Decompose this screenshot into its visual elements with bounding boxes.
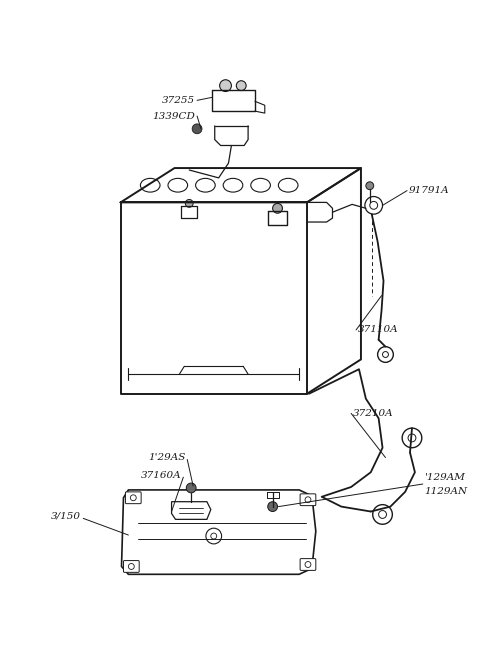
Text: 91791A: 91791A bbox=[409, 186, 450, 195]
Text: 37110A: 37110A bbox=[358, 325, 398, 334]
Circle shape bbox=[366, 182, 374, 190]
FancyBboxPatch shape bbox=[300, 494, 316, 506]
Text: 1'29AS: 1'29AS bbox=[148, 453, 185, 462]
FancyBboxPatch shape bbox=[125, 492, 141, 504]
Circle shape bbox=[273, 204, 282, 214]
Text: 1339CD: 1339CD bbox=[152, 112, 195, 120]
Text: 37160A: 37160A bbox=[141, 470, 181, 480]
Circle shape bbox=[236, 81, 246, 91]
FancyBboxPatch shape bbox=[300, 558, 316, 570]
FancyBboxPatch shape bbox=[123, 560, 139, 572]
Text: 37210A: 37210A bbox=[353, 409, 394, 418]
Circle shape bbox=[185, 200, 193, 208]
Circle shape bbox=[192, 124, 202, 134]
Text: 1129AN: 1129AN bbox=[425, 487, 468, 497]
Text: 3/150: 3/150 bbox=[51, 512, 81, 521]
Circle shape bbox=[220, 79, 231, 91]
Text: 37255: 37255 bbox=[162, 96, 195, 105]
Text: '129AM: '129AM bbox=[425, 472, 466, 482]
Circle shape bbox=[268, 502, 277, 512]
Circle shape bbox=[186, 483, 196, 493]
